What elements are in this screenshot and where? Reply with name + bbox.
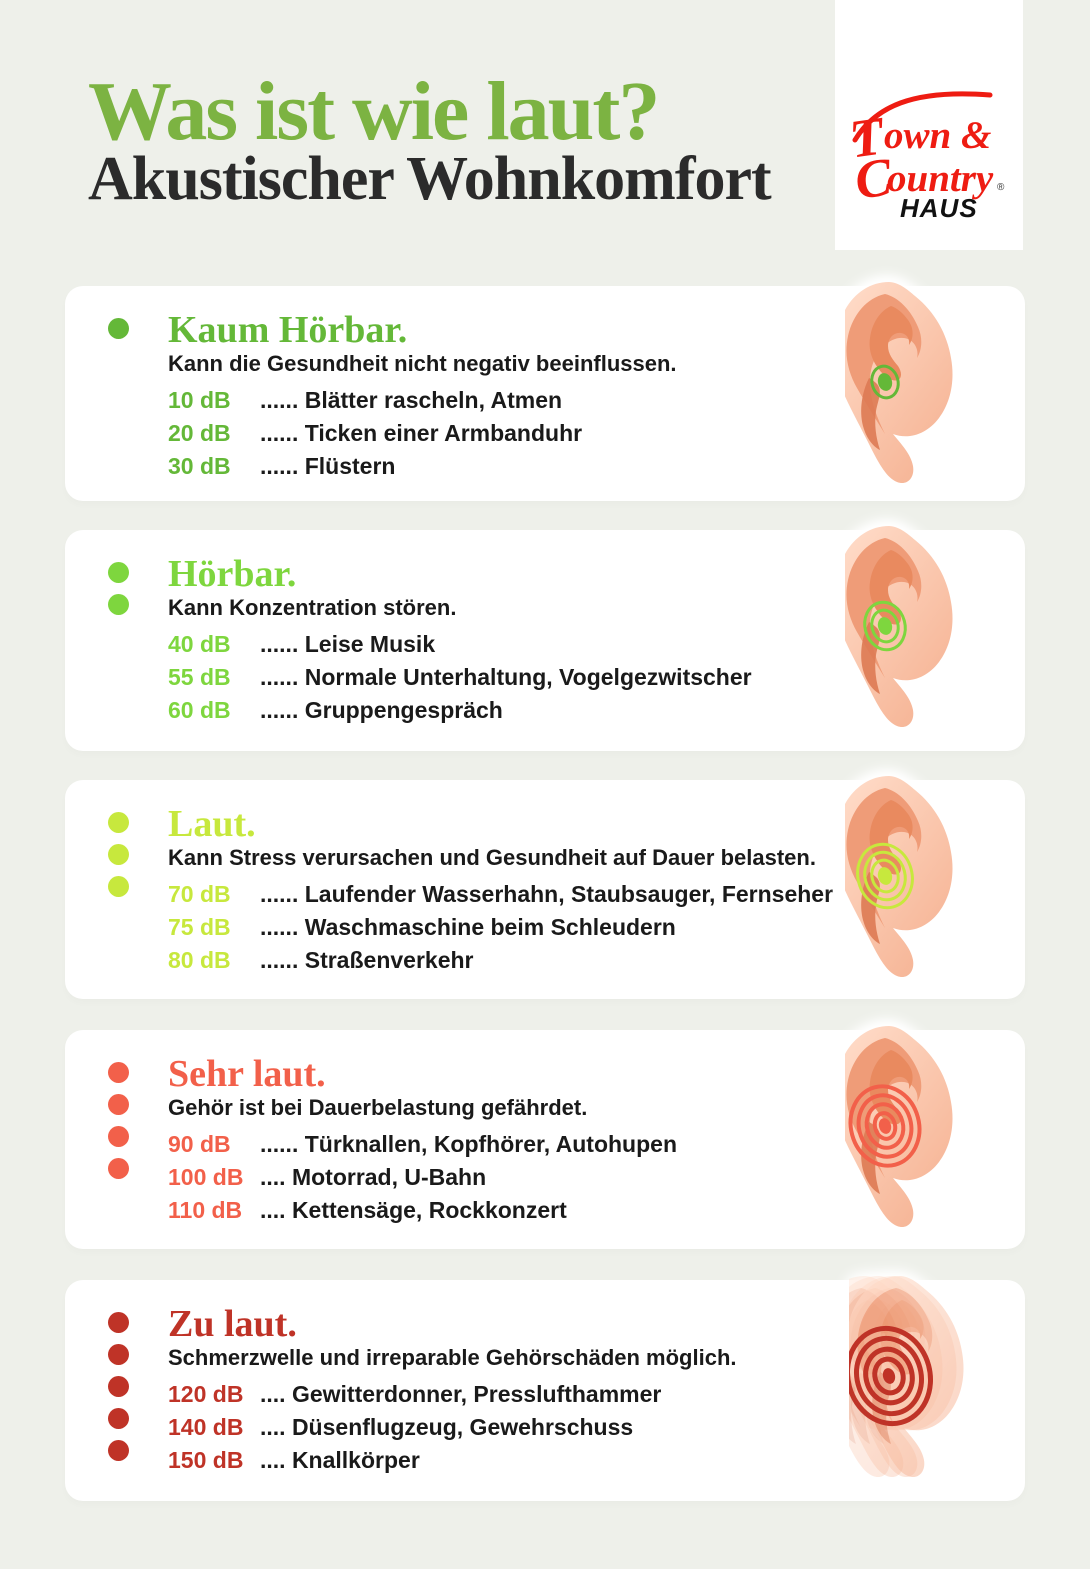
svg-text:HAUS: HAUS: [900, 193, 978, 223]
svg-text:®: ®: [997, 182, 1005, 193]
svg-text:own &: own &: [884, 114, 991, 157]
